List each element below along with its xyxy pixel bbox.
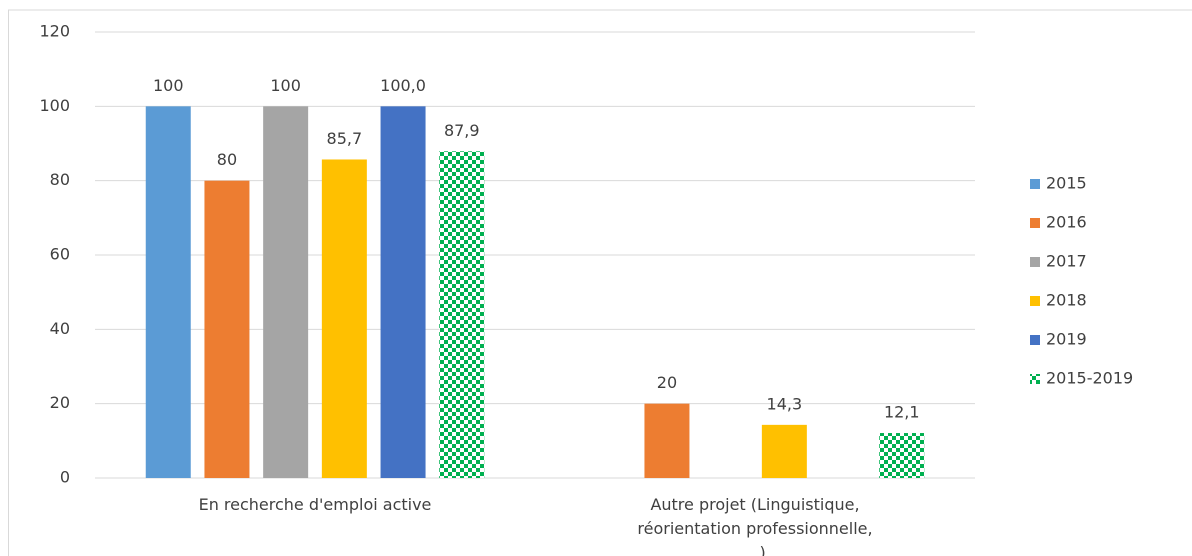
bar — [439, 151, 485, 478]
data-label: 85,7 — [327, 129, 363, 148]
y-tick-label: 60 — [50, 245, 70, 264]
data-label: 100,0 — [380, 76, 426, 95]
y-tick-label: 0 — [60, 468, 70, 487]
legend-swatch — [1030, 218, 1040, 228]
chart-frame — [8, 9, 1192, 556]
legend-label: 2015-2019 — [1046, 369, 1133, 388]
bar — [204, 180, 250, 478]
data-label: 20 — [657, 373, 677, 392]
data-label: 14,3 — [767, 394, 803, 413]
legend-swatch — [1030, 257, 1040, 267]
bar — [380, 106, 426, 478]
legend-swatch — [1030, 296, 1040, 306]
y-tick-label: 120 — [39, 22, 70, 41]
bar — [263, 106, 309, 478]
data-label: 12,1 — [884, 403, 920, 422]
y-tick-label: 40 — [50, 319, 70, 338]
bar — [644, 403, 690, 478]
y-tick-label: 20 — [50, 393, 70, 412]
legend-label: 2017 — [1046, 252, 1087, 271]
data-label: 80 — [217, 150, 237, 169]
bar — [145, 106, 191, 478]
data-label: 100 — [270, 76, 301, 95]
legend-label: 2018 — [1046, 291, 1087, 310]
data-label: 100 — [153, 76, 184, 95]
legend-label: 2015 — [1046, 174, 1087, 193]
bar — [879, 433, 925, 478]
y-tick-label: 100 — [39, 96, 70, 115]
x-tick-label: En recherche d'emploi active — [199, 495, 432, 514]
bar — [321, 159, 367, 478]
legend-label: 2016 — [1046, 213, 1087, 232]
data-label: 87,9 — [444, 121, 480, 140]
legend-swatch — [1030, 335, 1040, 345]
legend-label: 2019 — [1046, 330, 1087, 349]
y-tick-label: 80 — [50, 170, 70, 189]
legend-swatch — [1030, 374, 1040, 384]
bar — [761, 424, 807, 478]
x-tick-label: Autre projet (Linguistique, réorientation… — [637, 495, 872, 556]
legend-swatch — [1030, 179, 1040, 189]
